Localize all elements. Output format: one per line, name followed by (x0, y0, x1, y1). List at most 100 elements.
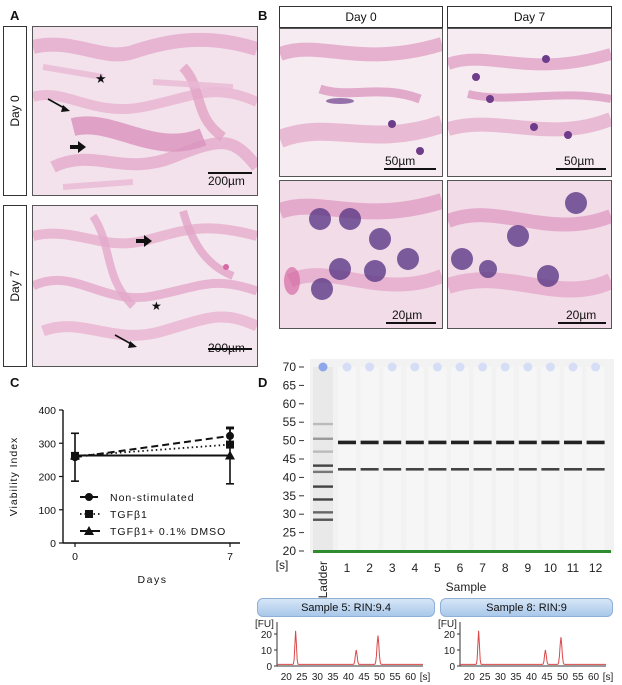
sample-lane (405, 367, 424, 551)
ep-trace (277, 630, 423, 665)
column-header-day0: Day 0 (279, 6, 443, 28)
band-28s (518, 440, 537, 445)
row-label-day7: Day 7 (3, 205, 27, 367)
series-2 (71, 440, 234, 460)
legend-entry-1: Non-stimulated (80, 492, 194, 504)
scale-bar-b-1 (384, 168, 436, 170)
series-3 (70, 426, 235, 485)
electropherogram-title-sample5: Sample 5: RIN:9.4 (257, 598, 435, 617)
legend-label: TGFβ1+ 0.1% DMSO (110, 526, 226, 538)
scale-label-b-3: 20µm (392, 308, 423, 322)
band-18s (338, 468, 356, 471)
ep-y-unit: [FU] (255, 619, 274, 630)
gel-y-tick-label: 50 (283, 434, 297, 448)
sample-lane (383, 367, 402, 551)
y-tick-label: 300 (38, 438, 56, 450)
band-28s (451, 440, 469, 445)
ladder-band (313, 464, 333, 467)
ep-x-tick-label: 20 (464, 672, 476, 683)
band-18s (428, 468, 447, 471)
ep-y-tick-label: 0 (449, 662, 455, 673)
ladder-marker-dot (318, 362, 328, 372)
sample-number-label: 12 (589, 561, 603, 575)
sample-marker-dot (410, 362, 420, 372)
ep-x-tick-label: 35 (510, 672, 522, 683)
band-18s (541, 468, 560, 471)
ep-x-tick-label: 40 (343, 672, 355, 683)
legend-label: TGFβ1 (110, 509, 148, 521)
sample-lane (338, 367, 356, 551)
band-28s (360, 440, 379, 445)
legend-entry-3: TGFβ1+ 0.1% DMSO (80, 526, 226, 538)
ep-x-tick-label: 25 (296, 672, 308, 683)
scale-bar-a-day0 (208, 172, 252, 174)
band-28s (564, 440, 582, 445)
ep-y-unit: [FU] (438, 619, 457, 630)
ep-y-tick-label: 10 (444, 646, 456, 657)
band-18s (564, 468, 582, 471)
sample-marker-dot (545, 362, 555, 372)
legend-marker (85, 510, 93, 518)
band-28s (586, 440, 605, 445)
ep-x-tick-label: 55 (572, 672, 584, 683)
band-28s (541, 440, 560, 445)
sample-lane (473, 367, 492, 551)
ladder-band (313, 511, 333, 514)
sample-marker-dot (500, 362, 510, 372)
sample-lane (428, 367, 447, 551)
sample-number-label: 7 (479, 561, 486, 575)
series-line (74, 443, 231, 457)
sample-number-label: 4 (411, 561, 418, 575)
ep-x-tick-label: 20 (281, 672, 293, 683)
ep-x-tick-label: 45 (541, 672, 553, 683)
band-28s (383, 440, 402, 445)
gel-y-tick-label: 70 (283, 360, 297, 374)
ep-x-tick-label: 40 (526, 672, 538, 683)
band-28s (473, 440, 492, 445)
scale-label-b-4: 20µm (566, 308, 597, 322)
band-18s (383, 468, 402, 471)
svg-text:★: ★ (95, 71, 107, 86)
y-tick-label: 0 (50, 538, 56, 550)
ladder-lane (313, 367, 333, 551)
gel-y-tick-label: 30 (283, 507, 297, 521)
gel-y-tick-label: 65 (283, 378, 297, 392)
sample-marker-dot (342, 362, 352, 372)
histology-day0-midmag (279, 28, 443, 177)
ladder-label: Ladder (316, 561, 330, 598)
sample-lane (360, 367, 379, 551)
data-point (70, 450, 80, 460)
ep-x-tick-label: 45 (358, 672, 370, 683)
band-28s (428, 440, 447, 445)
band-18s (451, 468, 469, 471)
histology-day7-midmag (447, 28, 612, 177)
electropherogram-title-sample8: Sample 8: RIN:9 (440, 598, 613, 617)
scale-bar-b-4 (558, 322, 606, 324)
viability-chart: 0 100 200 300 400 0 7 Days Viability Index Non-st… (8, 405, 240, 586)
sample-number-label: 1 (344, 561, 351, 575)
scale-label-b-1: 50µm (385, 154, 416, 168)
band-18s (496, 468, 515, 471)
ep-y-tick-label: 0 (266, 662, 272, 673)
band-28s (496, 440, 515, 445)
sample-number-label: 6 (457, 561, 464, 575)
band-28s (338, 440, 356, 445)
legend-marker (84, 526, 94, 535)
ep-x-tick-label: 35 (327, 672, 339, 683)
sample-lane (564, 367, 582, 551)
scale-label-a-day7: 200µm (208, 341, 245, 355)
band-18s (360, 468, 379, 471)
column-header-day7: Day 7 (447, 6, 612, 28)
y-tick-label: 400 (38, 405, 56, 417)
x-axis-title: Days (138, 574, 168, 586)
sample-marker-dot (432, 362, 442, 372)
data-point (225, 450, 235, 460)
sample-axis-title: Sample (446, 580, 487, 594)
scale-label-a-day0: 200µm (208, 174, 245, 188)
histology-day0-lowmag: ★ (32, 26, 258, 196)
ep-x-unit: [s] (603, 672, 614, 683)
histology-day0-highmag (279, 180, 443, 329)
panel-d-letter: D (258, 375, 268, 390)
